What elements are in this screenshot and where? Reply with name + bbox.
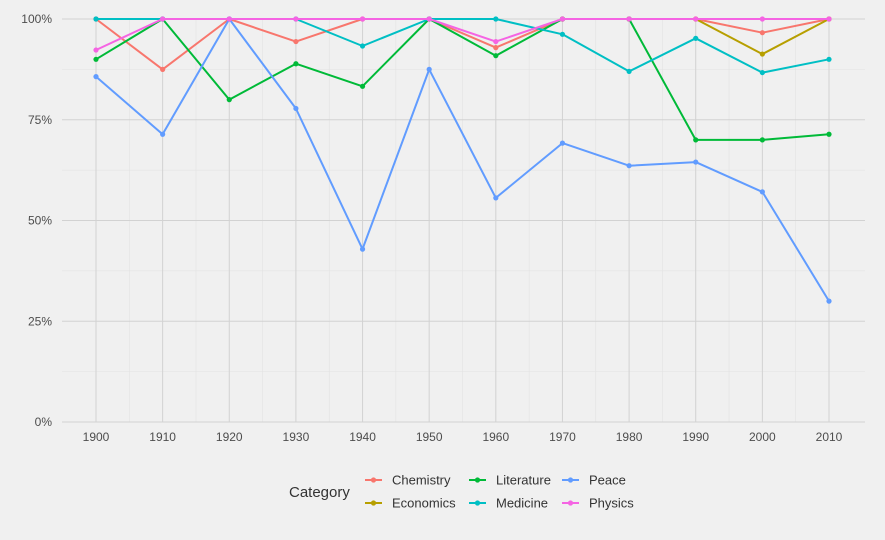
medicine-point (559, 31, 566, 37)
literature-point (759, 137, 765, 143)
physics-point (426, 16, 432, 22)
peace-point (626, 163, 632, 169)
x-tick-label: 1920 (216, 430, 243, 444)
legend-label: Chemistry (392, 473, 451, 488)
physics-point (226, 16, 232, 22)
legend-label: Peace (589, 473, 626, 488)
y-axis-ticks: 0% 25% 50% 75% 100% (21, 12, 52, 429)
x-tick-label: 1960 (482, 430, 509, 444)
legend-label: Literature (496, 473, 551, 488)
medicine-point (759, 69, 765, 76)
peace-point (693, 159, 699, 165)
physics-point (93, 47, 99, 53)
peace-line (95, 18, 830, 302)
y-tick-label: 50% (28, 214, 52, 228)
legend-item-physics: Physics (562, 496, 634, 511)
legend-key-point (474, 500, 481, 506)
x-tick-label: 1950 (416, 430, 443, 444)
peace-point (359, 246, 366, 252)
legend-item-economics: Economics (365, 496, 456, 511)
peace-point (826, 298, 832, 304)
peace-point (293, 105, 299, 112)
physics-point (160, 16, 166, 22)
series-lines (93, 16, 832, 304)
x-tick-label: 2010 (816, 430, 843, 444)
physics-point (559, 16, 566, 22)
medicine-point (626, 68, 632, 74)
physics-point (759, 16, 765, 22)
peace-point (559, 140, 566, 146)
chemistry-point (759, 30, 765, 36)
legend-label: Medicine (496, 496, 548, 511)
peace-point (160, 131, 166, 137)
medicine-point (693, 35, 699, 41)
x-tick-label: 1910 (149, 430, 176, 444)
literature-point (693, 137, 699, 143)
chemistry-point (293, 38, 299, 45)
medicine-point (93, 16, 99, 22)
legend-items: Chemistry Economics Literature Medicine Peac… (365, 473, 634, 511)
x-tick-label: 1900 (83, 430, 110, 444)
x-tick-label: 1990 (682, 430, 709, 444)
series-physics (93, 16, 832, 53)
medicine-point (493, 16, 499, 22)
physics-point (826, 16, 832, 22)
y-tick-label: 75% (28, 113, 52, 127)
legend-key-point (370, 500, 377, 506)
peace-point (426, 66, 432, 72)
chemistry-point (160, 66, 166, 72)
legend-item-medicine: Medicine (469, 496, 548, 511)
legend-item-peace: Peace (562, 473, 626, 488)
y-tick-label: 25% (28, 314, 52, 328)
y-tick-label: 0% (35, 415, 53, 429)
physics-point (293, 16, 299, 22)
x-tick-label: 1930 (283, 430, 310, 444)
legend-key-point (567, 477, 574, 483)
x-axis-ticks: 1900 1910 1920 1930 1940 1950 1960 1970 1980 1990… (83, 430, 843, 444)
x-tick-label: 1970 (549, 430, 576, 444)
physics-point (626, 16, 632, 22)
economics-point (759, 51, 765, 57)
peace-point (93, 74, 99, 80)
physics-point (493, 38, 499, 45)
literature-point (226, 97, 232, 103)
medicine-point (359, 43, 366, 49)
gridlines (62, 18, 865, 423)
peace-point (493, 195, 499, 201)
legend-title: Category (289, 484, 350, 501)
x-tick-label: 1980 (616, 430, 643, 444)
literature-line (95, 18, 830, 141)
medicine-point (826, 56, 832, 62)
legend-key-point (567, 500, 574, 506)
x-tick-label: 1940 (349, 430, 376, 444)
legend-item-chemistry: Chemistry (365, 473, 451, 488)
literature-point (826, 131, 832, 137)
physics-point (693, 16, 699, 22)
legend: Category Chemistry Economics Literature Med… (289, 473, 634, 511)
legend-key-point (370, 477, 377, 483)
peace-point (759, 189, 765, 195)
legend-label: Economics (392, 496, 456, 511)
literature-point (493, 53, 499, 59)
chemistry-line (95, 18, 830, 71)
chemistry-point (493, 45, 499, 51)
legend-key-point (474, 477, 481, 483)
literature-point (93, 56, 99, 62)
legend-label: Physics (589, 496, 634, 511)
literature-point (293, 61, 299, 67)
legend-item-literature: Literature (469, 473, 551, 488)
x-tick-label: 2000 (749, 430, 776, 444)
y-tick-label: 100% (21, 12, 52, 26)
physics-point (359, 16, 366, 22)
physics-line (95, 18, 829, 51)
literature-point (359, 83, 366, 89)
